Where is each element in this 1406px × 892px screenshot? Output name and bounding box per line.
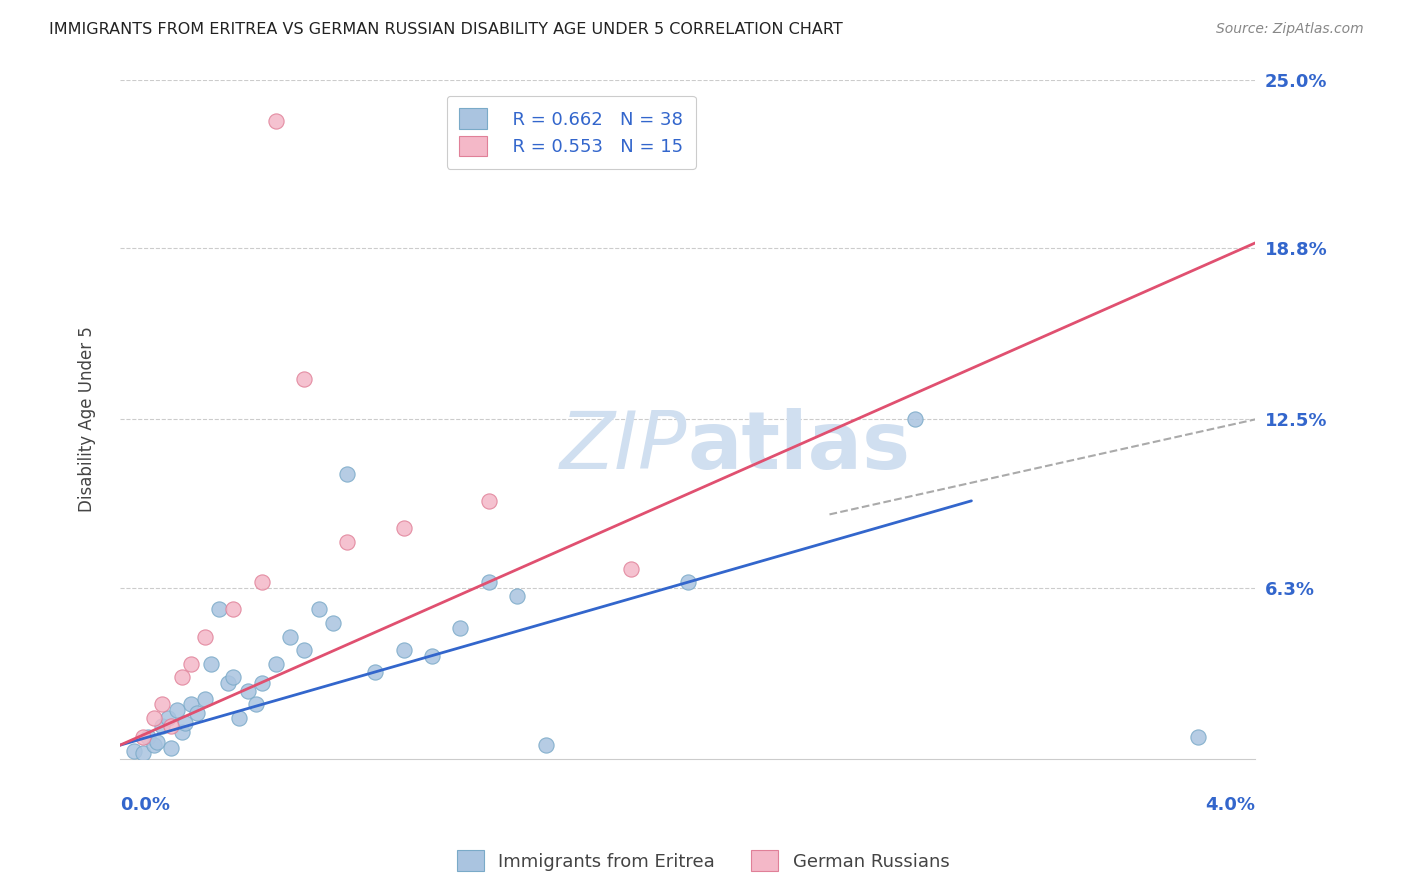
- Legend: Immigrants from Eritrea, German Russians: Immigrants from Eritrea, German Russians: [450, 843, 956, 879]
- Point: [392, 521, 415, 535]
- Point: [336, 467, 359, 481]
- Text: 0.0%: 0.0%: [120, 797, 170, 814]
- Legend:   R = 0.662   N = 38,   R = 0.553   N = 15: R = 0.662 N = 38, R = 0.553 N = 15: [447, 95, 696, 169]
- Point: [336, 534, 359, 549]
- Point: [131, 730, 153, 744]
- Point: [250, 575, 273, 590]
- Point: [180, 657, 202, 671]
- Text: IMMIGRANTS FROM ERITREA VS GERMAN RUSSIAN DISABILITY AGE UNDER 5 CORRELATION CHA: IMMIGRANTS FROM ERITREA VS GERMAN RUSSIA…: [49, 22, 844, 37]
- Point: [146, 735, 169, 749]
- Point: [392, 643, 415, 657]
- Point: [142, 711, 165, 725]
- Point: [152, 698, 174, 712]
- Point: [308, 602, 330, 616]
- Point: [180, 698, 202, 712]
- Point: [534, 738, 557, 752]
- Point: [160, 740, 183, 755]
- Point: [228, 711, 250, 725]
- Point: [200, 657, 222, 671]
- Text: ZIP: ZIP: [560, 408, 688, 485]
- Point: [278, 630, 301, 644]
- Point: [194, 630, 217, 644]
- Text: atlas: atlas: [688, 408, 911, 485]
- Point: [208, 602, 231, 616]
- Point: [136, 730, 159, 744]
- Point: [322, 615, 344, 630]
- Point: [264, 113, 287, 128]
- Point: [292, 371, 315, 385]
- Point: [620, 562, 643, 576]
- Text: Source: ZipAtlas.com: Source: ZipAtlas.com: [1216, 22, 1364, 37]
- Point: [364, 665, 387, 679]
- Point: [142, 738, 165, 752]
- Point: [506, 589, 529, 603]
- Point: [160, 719, 183, 733]
- Point: [236, 684, 259, 698]
- Point: [478, 493, 501, 508]
- Point: [172, 724, 194, 739]
- Point: [478, 575, 501, 590]
- Point: [450, 622, 472, 636]
- Point: [172, 670, 194, 684]
- Point: [245, 698, 267, 712]
- Point: [157, 711, 180, 725]
- Point: [222, 602, 245, 616]
- Point: [904, 412, 927, 426]
- Text: 4.0%: 4.0%: [1205, 797, 1256, 814]
- Point: [676, 575, 699, 590]
- Point: [222, 670, 245, 684]
- Point: [174, 716, 197, 731]
- Point: [166, 703, 188, 717]
- Point: [131, 747, 153, 761]
- Point: [152, 719, 174, 733]
- Point: [186, 706, 208, 720]
- Point: [122, 744, 145, 758]
- Point: [264, 657, 287, 671]
- Point: [1187, 730, 1209, 744]
- Point: [292, 643, 315, 657]
- Point: [420, 648, 443, 663]
- Point: [250, 675, 273, 690]
- Point: [194, 692, 217, 706]
- Point: [217, 675, 239, 690]
- Y-axis label: Disability Age Under 5: Disability Age Under 5: [79, 326, 96, 512]
